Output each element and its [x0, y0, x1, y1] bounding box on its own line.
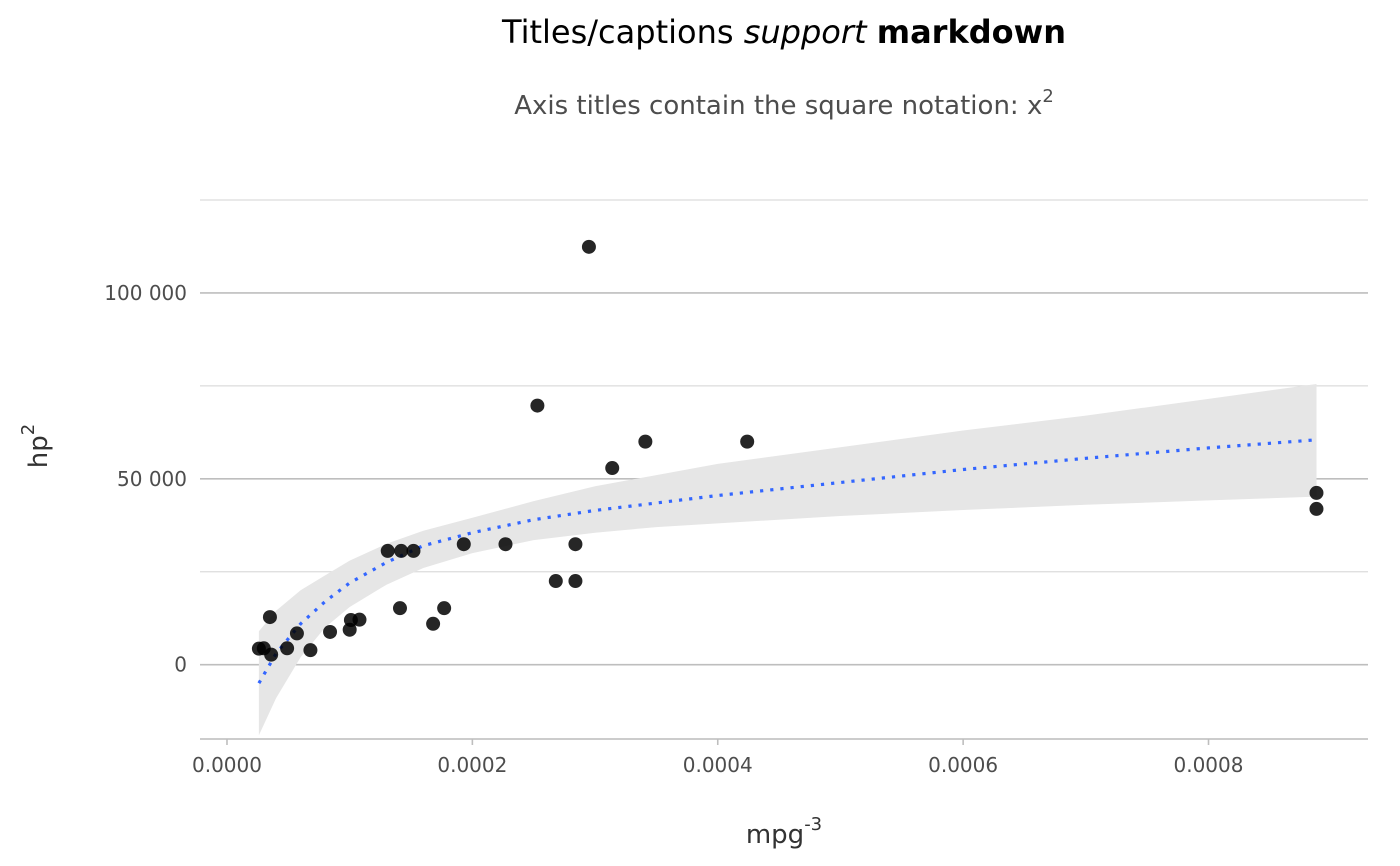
- data-point: [605, 461, 620, 476]
- data-point: [280, 641, 295, 656]
- title-prefix: Titles/captions: [501, 13, 744, 51]
- subtitle-superscript: 2: [1042, 86, 1053, 107]
- data-point: [456, 537, 471, 552]
- data-point: [498, 537, 513, 552]
- data-point: [568, 574, 583, 589]
- data-point: [530, 398, 545, 413]
- smooth-line-layer: [257, 438, 1317, 685]
- x-axis-title: mpg-3: [746, 814, 822, 850]
- data-point: [406, 543, 421, 558]
- y-tick-label: 50 000: [117, 467, 187, 491]
- y-axis-title-superscript: 2: [18, 424, 39, 435]
- data-point: [264, 647, 279, 662]
- data-point: [568, 537, 583, 552]
- axis-layer: 0 50 000 100 000 0.0000 0.0002 0.0004 0.0006 0.…: [104, 281, 1368, 777]
- x-tick-label: 0.0000: [192, 753, 262, 777]
- title-italic: support: [744, 13, 868, 51]
- points-layer: [251, 239, 1324, 662]
- data-point: [394, 543, 409, 558]
- x-tick-label: 0.0008: [1174, 753, 1244, 777]
- y-tick-label: 0: [174, 653, 187, 677]
- smooth-line: [257, 438, 1317, 685]
- title-space: [867, 13, 877, 51]
- x-axis-title-base: mpg: [746, 820, 804, 850]
- x-tick-label: 0.0004: [683, 753, 753, 777]
- data-point: [380, 543, 395, 558]
- chart-title: Titles/captions support markdown: [501, 13, 1066, 51]
- x-tick-label: 0.0006: [928, 753, 998, 777]
- confidence-band: [258, 384, 1317, 736]
- y-tick-label: 100 000: [104, 281, 187, 305]
- x-tick-label: 0.0002: [437, 753, 507, 777]
- data-point: [740, 434, 755, 449]
- y-axis-title: hp2: [18, 424, 54, 468]
- data-point: [323, 624, 338, 639]
- data-point: [289, 626, 304, 641]
- confidence-band-layer: [258, 384, 1317, 736]
- data-point: [303, 643, 318, 658]
- chart-subtitle: Axis titles contain the square notation:…: [514, 86, 1054, 121]
- data-point: [1309, 501, 1324, 516]
- data-point: [262, 610, 277, 625]
- data-point: [581, 239, 596, 254]
- data-point: [1309, 485, 1324, 500]
- data-point: [548, 574, 563, 589]
- title-bold: markdown: [877, 13, 1066, 51]
- y-axis-title-base: hp: [24, 435, 54, 468]
- subtitle-text: Axis titles contain the square notation:…: [514, 91, 1042, 121]
- data-point: [638, 434, 653, 449]
- data-point: [392, 601, 407, 616]
- data-point: [426, 616, 441, 631]
- x-axis-title-superscript: -3: [804, 814, 822, 835]
- data-point: [352, 612, 367, 627]
- data-point: [437, 601, 452, 616]
